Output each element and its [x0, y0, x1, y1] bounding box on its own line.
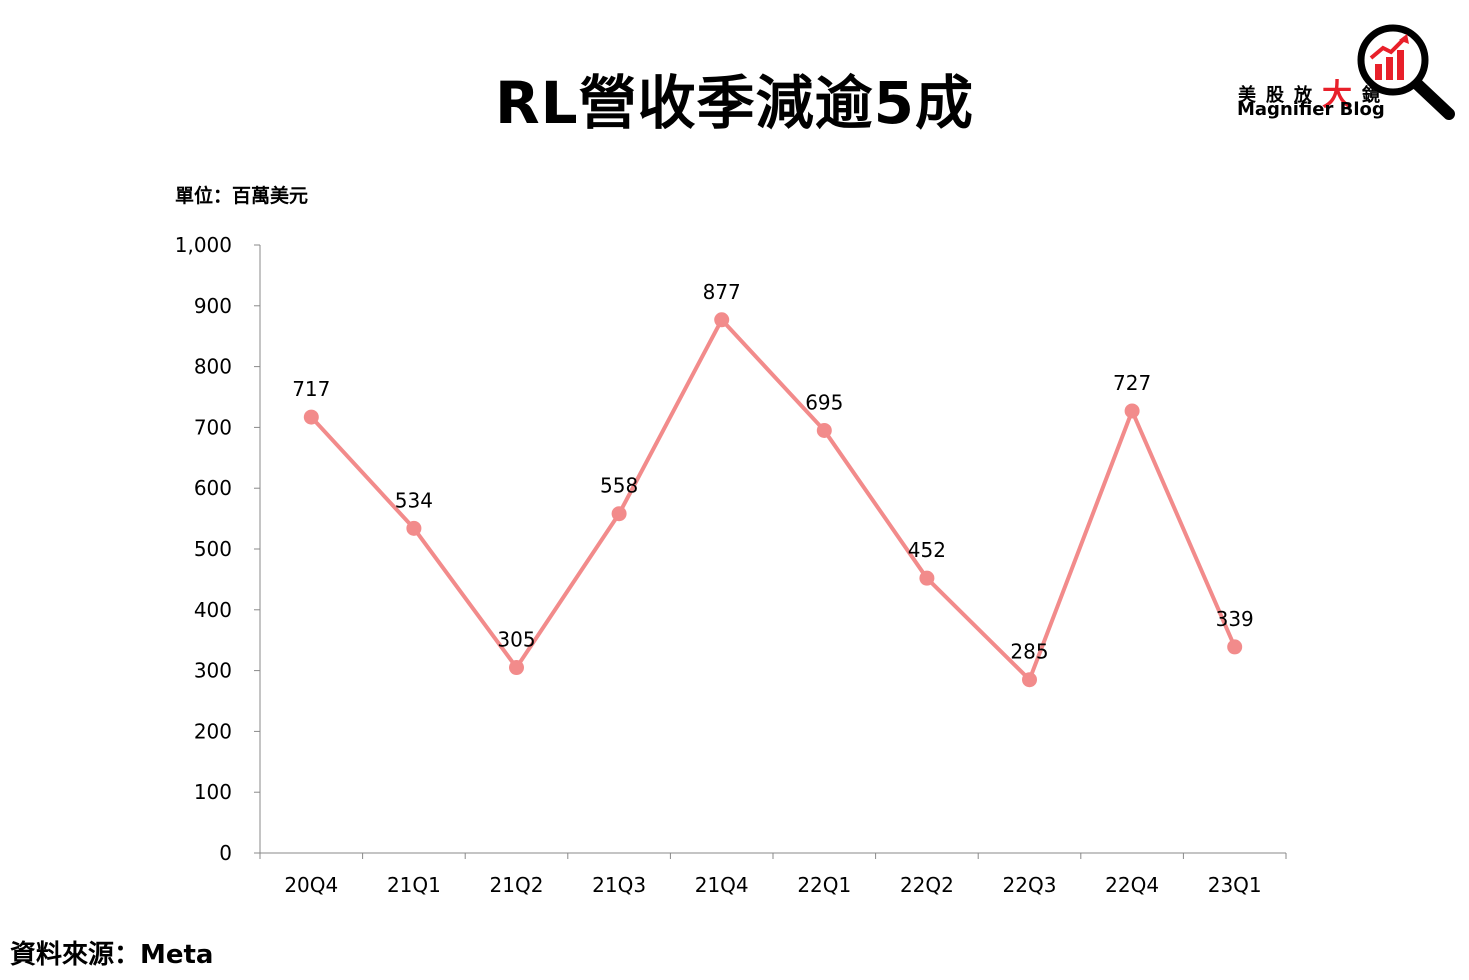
- data-label: 727: [1113, 371, 1151, 395]
- x-tick-label: 21Q1: [387, 873, 441, 897]
- data-label: 717: [292, 377, 330, 401]
- data-label: 452: [908, 538, 946, 562]
- x-tick-label: 21Q3: [592, 873, 646, 897]
- source-note: 資料來源：Meta: [10, 940, 214, 970]
- logo-cn-big: 大: [1322, 78, 1362, 113]
- y-tick-label: 800: [194, 355, 232, 379]
- x-tick-label: 23Q1: [1208, 873, 1262, 897]
- data-point: [1022, 672, 1037, 688]
- unit-label: 單位：百萬美元: [175, 185, 309, 207]
- x-tick-label: 22Q3: [1003, 873, 1057, 897]
- y-tick-label: 600: [194, 476, 232, 500]
- data-labels: 717 534 305 558 877 695 452 285 727 339: [292, 280, 1254, 664]
- data-label: 877: [703, 280, 741, 304]
- x-tick-label: 20Q4: [284, 873, 338, 897]
- y-tick-label: 100: [194, 780, 232, 804]
- series-revenue: [303, 312, 1243, 688]
- data-label: 534: [395, 488, 433, 512]
- y-tick-label: 400: [194, 598, 232, 622]
- data-point: [509, 660, 524, 676]
- y-axis-ticks: 0 100 200 300 400 500 600 700 800 900 1,000: [175, 233, 260, 865]
- x-axis-ticks: 20Q4 21Q1 21Q2 21Q3 21Q4 22Q1 22Q2 22Q3 22Q4 23Q1: [259, 853, 1287, 897]
- chart-axes: [259, 245, 1286, 854]
- data-point: [714, 312, 730, 328]
- x-tick-label: 22Q4: [1105, 873, 1159, 897]
- data-label: 558: [600, 474, 638, 498]
- logo-english-name: Magnifier Blog: [1237, 99, 1385, 120]
- data-point: [1124, 403, 1140, 419]
- data-label: 285: [1010, 640, 1048, 664]
- x-tick-label: 22Q1: [797, 873, 851, 897]
- data-label: 339: [1216, 607, 1254, 631]
- chart-title: RL營收季減逾5成: [495, 69, 974, 137]
- data-point: [611, 506, 627, 522]
- x-tick-label: 21Q4: [695, 873, 749, 897]
- series-line: [309, 317, 1237, 682]
- y-tick-label: 900: [194, 294, 232, 318]
- y-tick-label: 200: [194, 719, 232, 743]
- y-tick-label: 300: [194, 659, 232, 683]
- data-point: [1227, 639, 1243, 655]
- x-tick-label: 21Q2: [490, 873, 544, 897]
- magnifier-chart-icon: [1357, 24, 1455, 120]
- y-tick-label: 1,000: [175, 233, 232, 257]
- data-label: 305: [497, 628, 535, 652]
- data-point: [303, 409, 319, 425]
- y-tick-label: 0: [219, 841, 232, 865]
- data-point: [816, 422, 832, 438]
- data-label: 695: [805, 390, 843, 414]
- data-point: [919, 570, 935, 586]
- data-point: [406, 520, 422, 536]
- magnifier-blog-logo[interactable]: 美股放大鏡 Magnifier Blog: [1230, 22, 1460, 132]
- y-tick-label: 500: [194, 537, 232, 561]
- logo-cn-text: 美股放: [1238, 85, 1322, 106]
- x-tick-label: 22Q2: [900, 873, 954, 897]
- y-tick-label: 700: [194, 415, 232, 439]
